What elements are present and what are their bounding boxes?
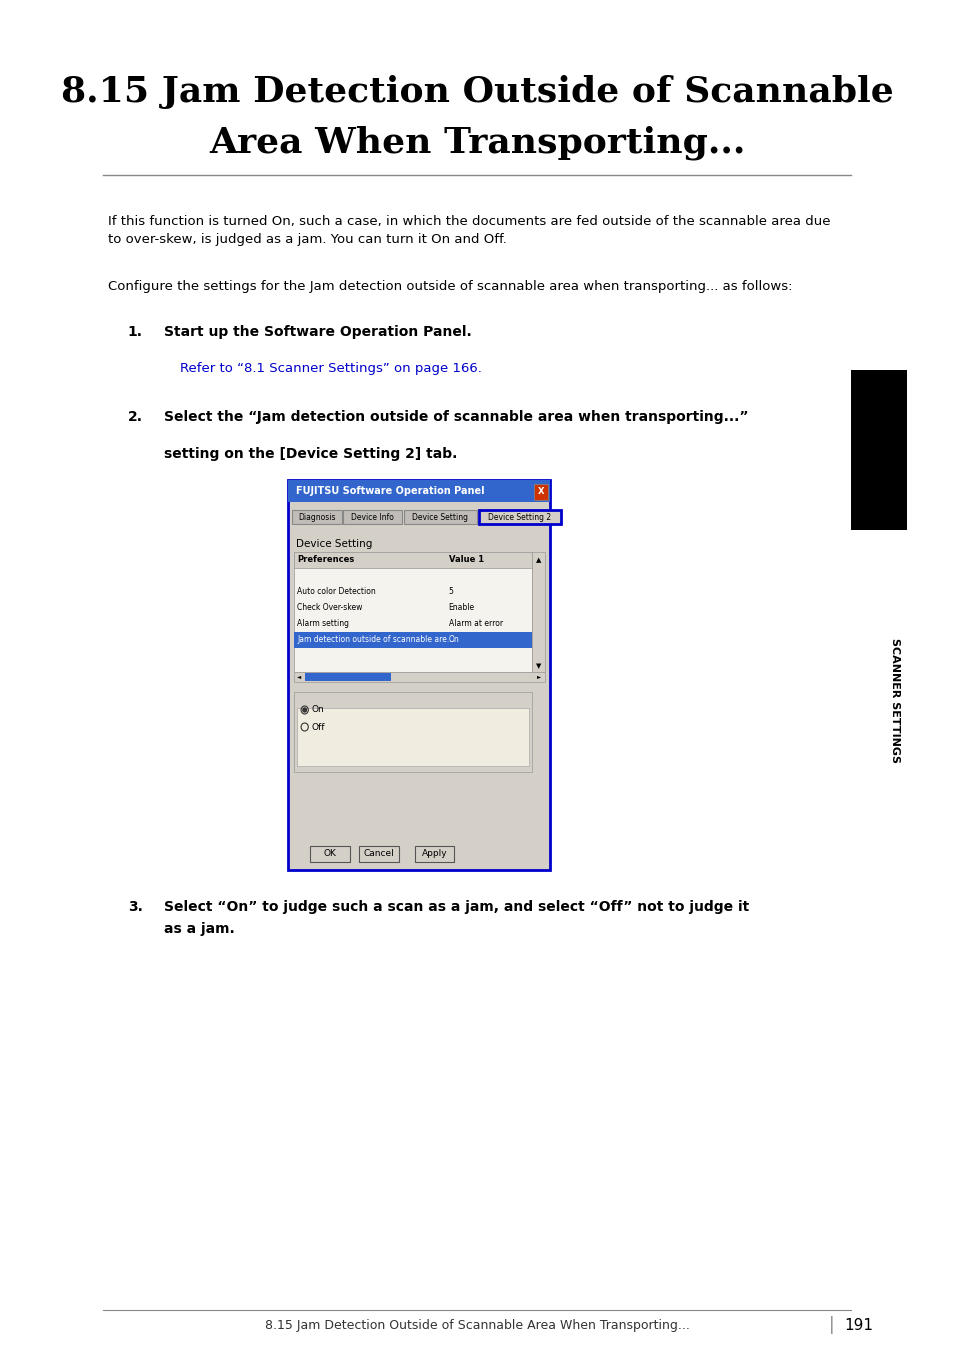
Text: Jam detection outside of scannable are...: Jam detection outside of scannable are..… [297,635,454,644]
Text: ▼: ▼ [535,663,540,669]
Bar [850,370,906,530]
Text: Device Info: Device Info [351,512,394,521]
Text: Off: Off [311,723,324,731]
Text: Cancel: Cancel [363,850,394,858]
Text: Device Setting 2: Device Setting 2 [488,512,551,521]
Bar [532,553,544,671]
Text: 8.15 Jam Detection Outside of Scannable Area When Transporting...: 8.15 Jam Detection Outside of Scannable … [264,1319,689,1332]
Text: ◄: ◄ [296,674,301,680]
Text: ►: ► [537,674,540,680]
FancyBboxPatch shape [478,509,560,524]
Text: OK: OK [323,850,336,858]
Text: as a jam.: as a jam. [164,921,234,936]
Text: Diagnosis: Diagnosis [297,512,335,521]
Text: Check Over-skew: Check Over-skew [297,604,362,612]
Text: Select the “Jam detection outside of scannable area when transporting...”: Select the “Jam detection outside of sca… [164,409,748,424]
Text: Enable: Enable [448,604,475,612]
Text: Area When Transporting...: Area When Transporting... [209,126,744,159]
FancyBboxPatch shape [310,846,350,862]
Text: Configure the settings for the Jam detection outside of scannable area when tran: Configure the settings for the Jam detec… [108,280,792,293]
Text: On: On [448,635,459,644]
FancyBboxPatch shape [415,846,454,862]
Text: |: | [828,1316,834,1333]
Text: 5: 5 [448,588,453,597]
Text: Select “On” to judge such a scan as a jam, and select “Off” not to judge it: Select “On” to judge such a scan as a ja… [164,900,748,915]
Text: Refer to “8.1 Scanner Settings” on page 166.: Refer to “8.1 Scanner Settings” on page … [180,362,481,376]
Text: Apply: Apply [421,850,447,858]
Circle shape [303,708,306,712]
Bar [304,673,391,681]
FancyBboxPatch shape [343,509,402,524]
Text: Device Setting: Device Setting [295,539,372,549]
Text: Start up the Software Operation Panel.: Start up the Software Operation Panel. [164,326,471,339]
Text: FUJITSU Software Operation Panel: FUJITSU Software Operation Panel [295,486,484,496]
Text: 191: 191 [843,1317,872,1332]
Text: Alarm setting: Alarm setting [297,620,349,628]
Text: 8.15 Jam Detection Outside of Scannable: 8.15 Jam Detection Outside of Scannable [61,76,892,109]
Text: Value 1: Value 1 [448,555,483,565]
Bar [294,632,532,648]
Text: 8: 8 [862,586,896,634]
Bar [296,708,529,766]
Bar [534,484,548,500]
Bar [294,553,532,567]
Text: 1.: 1. [128,326,143,339]
Bar [294,692,532,771]
Text: Auto color Detection: Auto color Detection [297,588,375,597]
Text: 3.: 3. [128,900,143,915]
Text: On: On [311,705,323,715]
FancyBboxPatch shape [292,509,341,524]
Bar [294,671,544,682]
Text: SCANNER SETTINGS: SCANNER SETTINGS [889,638,899,762]
FancyBboxPatch shape [358,846,398,862]
FancyBboxPatch shape [403,509,476,524]
FancyBboxPatch shape [288,480,550,870]
Bar [288,480,550,503]
Text: Device Setting: Device Setting [412,512,468,521]
Bar [294,553,532,671]
Text: 2.: 2. [128,409,143,424]
Text: If this function is turned On, such a case, in which the documents are fed outsi: If this function is turned On, such a ca… [108,215,830,246]
Text: setting on the [Device Setting 2] tab.: setting on the [Device Setting 2] tab. [164,447,456,461]
Text: ▲: ▲ [535,557,540,563]
Text: Preferences: Preferences [297,555,355,565]
Text: Alarm at error: Alarm at error [448,620,502,628]
Text: X: X [537,488,544,497]
